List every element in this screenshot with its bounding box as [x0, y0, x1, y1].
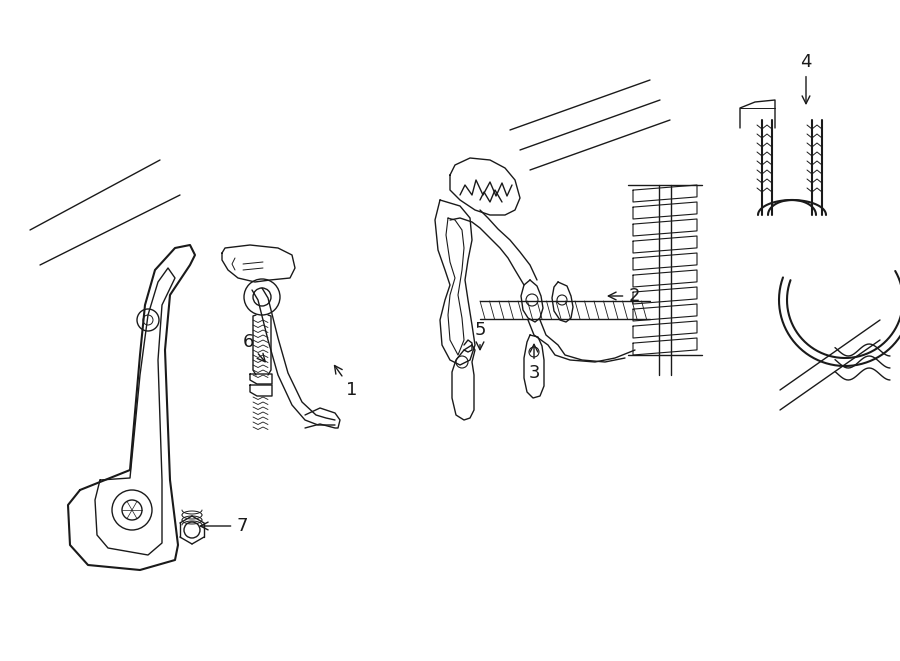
Text: 6: 6 — [242, 333, 266, 362]
Text: 1: 1 — [335, 366, 357, 399]
Text: 4: 4 — [800, 53, 812, 104]
Text: 3: 3 — [528, 344, 540, 382]
Text: 7: 7 — [201, 517, 248, 535]
Text: 2: 2 — [608, 287, 640, 305]
Text: 5: 5 — [474, 321, 486, 350]
